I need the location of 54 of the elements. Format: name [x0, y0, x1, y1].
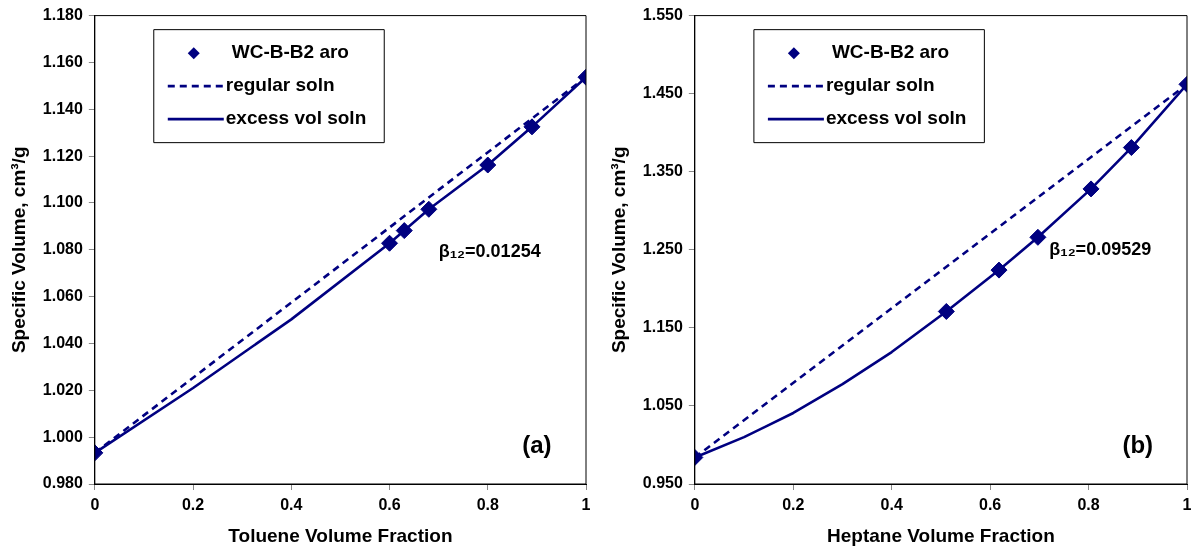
x-tick-label: 0.4 — [280, 496, 303, 514]
point — [1122, 139, 1140, 157]
x-tick-label: 0.2 — [782, 496, 805, 514]
point — [395, 222, 413, 240]
y-tick-label: 1.180 — [42, 6, 83, 24]
legend-label: WC-B-B2 aro — [231, 41, 349, 63]
y-tick-label: 1.080 — [42, 240, 83, 258]
legend-label: regular soln — [225, 74, 335, 96]
x-axis-title: Heptane Volume Fraction — [827, 524, 1055, 546]
y-tick-label: 1.150 — [642, 318, 683, 336]
x-axis-title: Toluene Volume Fraction — [228, 524, 453, 546]
legend-label: WC-B-B2 aro — [831, 41, 950, 63]
x-tick-label: 0 — [90, 496, 100, 514]
x-tick-label: 0.4 — [880, 496, 903, 514]
point — [523, 118, 541, 136]
point — [420, 200, 438, 218]
point — [381, 234, 399, 252]
y-tick-label: 1.120 — [42, 146, 83, 164]
y-tick-label: 1.060 — [42, 287, 83, 305]
y-axis-title: Specific Volume, cm³/g — [607, 146, 629, 354]
y-tick-label: 1.450 — [642, 84, 683, 102]
annotation: (b) — [1122, 431, 1154, 459]
y-tick-label: 1.000 — [42, 427, 83, 445]
annotation: β₁₂=0.01254 — [438, 241, 541, 262]
point — [1029, 228, 1047, 246]
y-tick-label: 1.050 — [642, 396, 683, 414]
y-tick-label: 1.250 — [642, 240, 683, 258]
y-tick-label: 1.020 — [42, 380, 83, 398]
x-tick-label: 1 — [1182, 496, 1192, 514]
x-tick-label: 0.6 — [979, 496, 1002, 514]
legend-label: excess vol soln — [225, 107, 367, 129]
x-tick-label: 0.2 — [181, 496, 205, 514]
y-tick-label: 1.550 — [642, 6, 683, 24]
x-tick-label: 1 — [581, 496, 591, 514]
legend-label: regular soln — [825, 74, 935, 96]
x-tick-label: 0 — [690, 496, 700, 514]
y-tick-label: 1.350 — [642, 162, 683, 180]
x-tick-label: 0.8 — [476, 496, 499, 514]
y-tick-label: 1.100 — [42, 193, 83, 211]
x-tick-label: 0.8 — [1077, 496, 1100, 514]
point — [990, 261, 1008, 279]
point — [937, 302, 955, 320]
y-tick-label: 0.950 — [642, 474, 683, 492]
point — [479, 156, 497, 174]
y-axis-title: Specific Volume, cm³/g — [7, 146, 29, 354]
y-tick-label: 1.140 — [42, 99, 83, 117]
x-tick-label: 0.6 — [378, 496, 401, 514]
annotation: (a) — [522, 431, 552, 459]
y-tick-label: 1.160 — [42, 52, 83, 70]
y-tick-label: 1.040 — [42, 333, 83, 351]
point — [1082, 180, 1100, 198]
y-tick-label: 0.980 — [42, 474, 83, 492]
legend-label: excess vol soln — [825, 107, 967, 129]
annotation: β₁₂=0.09529 — [1049, 238, 1152, 259]
